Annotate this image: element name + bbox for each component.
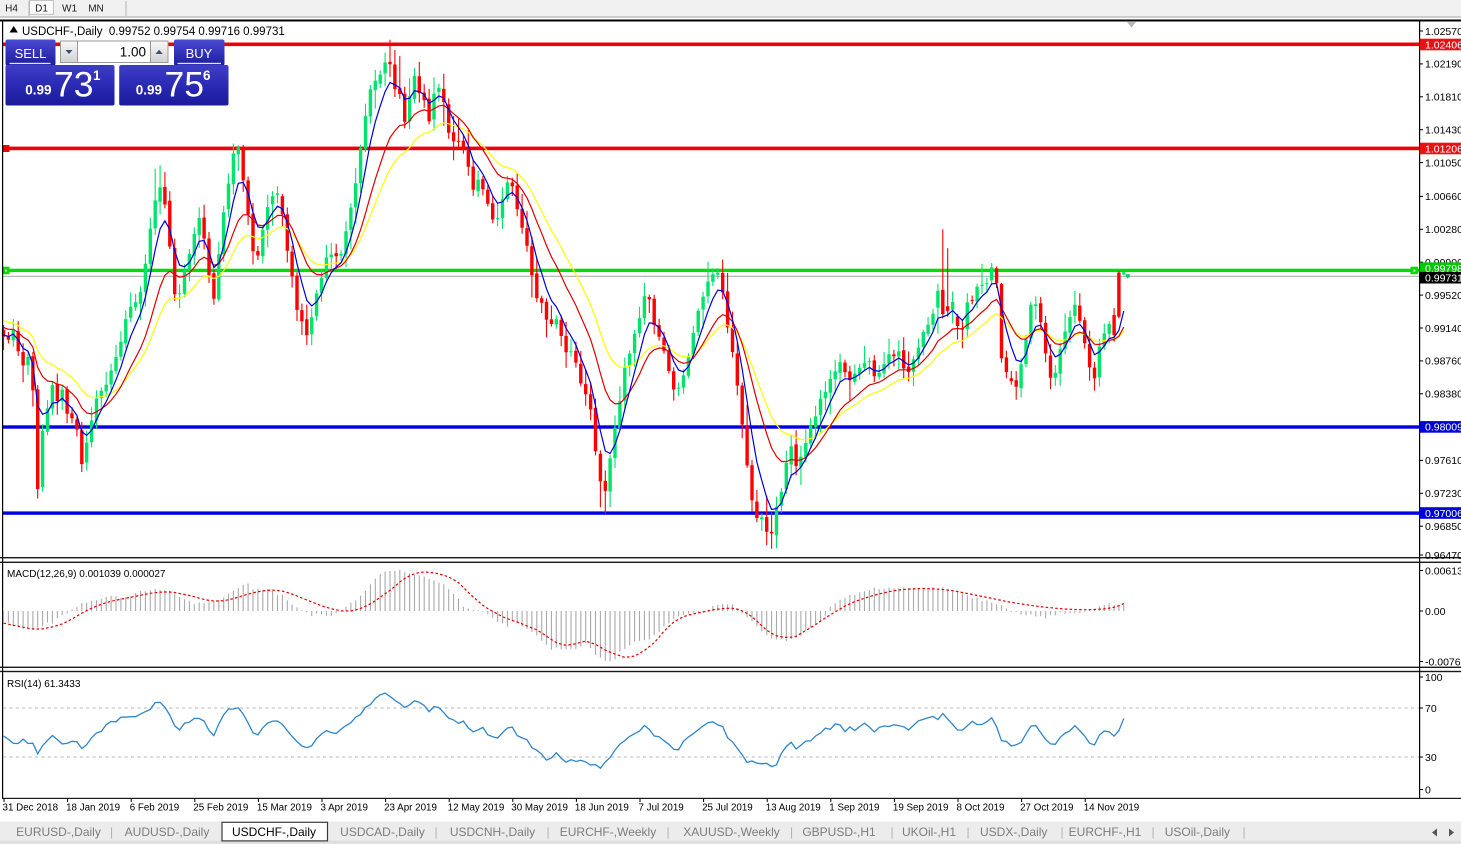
- svg-text:0.98380: 0.98380: [1425, 389, 1461, 401]
- svg-text:27 Oct 2019: 27 Oct 2019: [1020, 803, 1073, 814]
- svg-text:0.99: 0.99: [136, 83, 162, 98]
- svg-text:0.98009: 0.98009: [1425, 422, 1461, 434]
- svg-text:1.02570: 1.02570: [1425, 26, 1461, 38]
- svg-text:0.99520: 0.99520: [1425, 290, 1461, 302]
- svg-text:1: 1: [93, 68, 101, 83]
- svg-text:13 Aug 2019: 13 Aug 2019: [766, 803, 821, 814]
- svg-text:0.96470: 0.96470: [1425, 550, 1461, 562]
- svg-text:15 Mar 2019: 15 Mar 2019: [257, 803, 312, 814]
- svg-text:0.00613: 0.00613: [1425, 565, 1461, 577]
- svg-text:|: |: [1060, 825, 1063, 839]
- svg-text:6 Feb 2019: 6 Feb 2019: [130, 803, 180, 814]
- svg-text:30 May 2019: 30 May 2019: [511, 803, 568, 814]
- svg-text:6: 6: [203, 68, 211, 83]
- svg-text:0.99: 0.99: [25, 83, 51, 98]
- svg-text:1.02190: 1.02190: [1425, 59, 1461, 71]
- svg-text:25 Feb 2019: 25 Feb 2019: [193, 803, 248, 814]
- svg-text:19 Sep 2019: 19 Sep 2019: [893, 803, 949, 814]
- svg-text:23 Apr 2019: 23 Apr 2019: [384, 803, 437, 814]
- svg-text:W1: W1: [62, 4, 77, 15]
- svg-text:0.99731: 0.99731: [1425, 273, 1461, 285]
- svg-text:3 Apr 2019: 3 Apr 2019: [321, 803, 368, 814]
- svg-text:MACD(12,26,9) 0.001039 0.00002: MACD(12,26,9) 0.001039 0.000027: [7, 569, 166, 580]
- svg-text:0.99140: 0.99140: [1425, 323, 1461, 335]
- svg-text:1 Sep 2019: 1 Sep 2019: [829, 803, 879, 814]
- svg-text:0.97006: 0.97006: [1425, 508, 1461, 520]
- svg-text:|: |: [1242, 825, 1245, 839]
- svg-text:1.01206: 1.01206: [1425, 143, 1461, 155]
- svg-text:1.00: 1.00: [120, 45, 146, 60]
- svg-text:USDCHF-,Daily: USDCHF-,Daily: [232, 825, 316, 839]
- svg-text:1.00280: 1.00280: [1425, 224, 1461, 236]
- svg-text:RSI(14) 61.3433: RSI(14) 61.3433: [7, 679, 81, 690]
- svg-text:|: |: [546, 825, 549, 839]
- svg-text:BUY: BUY: [186, 46, 213, 61]
- svg-text:0: 0: [1425, 784, 1431, 796]
- svg-text:73: 73: [54, 65, 94, 105]
- svg-text:UKOil-,H1: UKOil-,H1: [902, 825, 956, 839]
- svg-text:14 Nov 2019: 14 Nov 2019: [1084, 803, 1140, 814]
- svg-text:1.01050: 1.01050: [1425, 157, 1461, 169]
- svg-text:GBPUSD-,H1: GBPUSD-,H1: [802, 825, 876, 839]
- svg-text:18 Jan 2019: 18 Jan 2019: [66, 803, 120, 814]
- svg-text:|: |: [666, 825, 669, 839]
- svg-text:0.97230: 0.97230: [1425, 488, 1461, 500]
- svg-text:0.97610: 0.97610: [1425, 455, 1461, 467]
- svg-text:18 Jun 2019: 18 Jun 2019: [575, 803, 629, 814]
- svg-text:1.01810: 1.01810: [1425, 92, 1461, 104]
- svg-text:AUDUSD-,Daily: AUDUSD-,Daily: [125, 825, 210, 839]
- svg-text:|: |: [110, 825, 113, 839]
- svg-text:D1: D1: [35, 4, 48, 15]
- svg-text:EURCHF-,H1: EURCHF-,H1: [1069, 825, 1142, 839]
- svg-text:USDCAD-,Daily: USDCAD-,Daily: [340, 825, 425, 839]
- svg-text:25 Jul 2019: 25 Jul 2019: [702, 803, 753, 814]
- svg-text:75: 75: [165, 65, 205, 105]
- svg-text:H4: H4: [5, 4, 18, 15]
- svg-text:1.01430: 1.01430: [1425, 125, 1461, 137]
- svg-text:MN: MN: [88, 4, 104, 15]
- svg-text:|: |: [890, 825, 893, 839]
- svg-text:31 Dec 2018: 31 Dec 2018: [3, 803, 59, 814]
- svg-text:XAUUSD-,Weekly: XAUUSD-,Weekly: [683, 825, 779, 839]
- svg-text:7 Jul 2019: 7 Jul 2019: [639, 803, 684, 814]
- svg-text:0.98760: 0.98760: [1425, 356, 1461, 368]
- svg-text:0.00: 0.00: [1425, 606, 1446, 618]
- svg-text:|: |: [966, 825, 969, 839]
- svg-text:USOil-,Daily: USOil-,Daily: [1165, 825, 1230, 839]
- svg-text:1.00660: 1.00660: [1425, 191, 1461, 203]
- svg-text:USDCNH-,Daily: USDCNH-,Daily: [450, 825, 535, 839]
- svg-text:EURUSD-,Daily: EURUSD-,Daily: [16, 825, 101, 839]
- svg-text:SELL: SELL: [15, 46, 47, 61]
- svg-text:EURCHF-,Weekly: EURCHF-,Weekly: [560, 825, 656, 839]
- svg-text:12 May 2019: 12 May 2019: [448, 803, 505, 814]
- svg-text:1.02406: 1.02406: [1425, 39, 1461, 51]
- svg-text:0.96850: 0.96850: [1425, 521, 1461, 533]
- svg-text:|: |: [790, 825, 793, 839]
- svg-text:USDX-,Daily: USDX-,Daily: [980, 825, 1047, 839]
- svg-text:|: |: [434, 825, 437, 839]
- svg-text:70: 70: [1425, 703, 1437, 715]
- svg-text:100: 100: [1425, 672, 1443, 684]
- svg-text:8 Oct 2019: 8 Oct 2019: [957, 803, 1005, 814]
- svg-text:|: |: [1151, 825, 1154, 839]
- svg-text:USDCHF-,Daily 0.99752 0.99754: USDCHF-,Daily 0.99752 0.99754 0.99716 0.…: [22, 26, 285, 38]
- svg-text:-0.007612: -0.007612: [1425, 656, 1461, 668]
- svg-text:30: 30: [1425, 752, 1437, 764]
